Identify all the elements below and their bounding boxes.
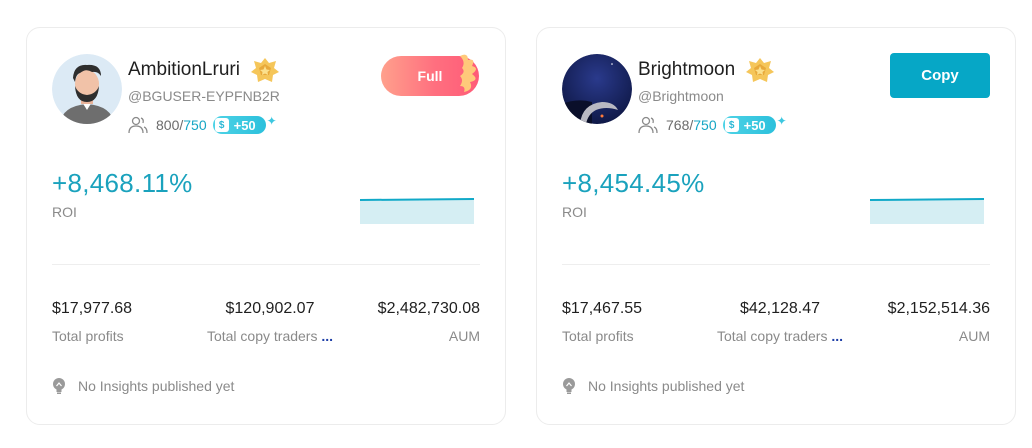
copy-button[interactable]: Copy [890, 53, 990, 98]
stat-aum: $2,482,730.08 AUM [377, 300, 480, 344]
trader-name[interactable]: Brightmoon [638, 59, 736, 80]
sparkle-icon: ✦ [776, 114, 787, 128]
insights-status: No Insights published yet [562, 378, 744, 394]
lightbulb-icon [53, 378, 65, 394]
divider [562, 264, 990, 265]
lightbulb-icon [563, 378, 575, 394]
roi-label: ROI [52, 204, 77, 220]
roi-sparkline [870, 198, 984, 224]
avatar[interactable] [562, 54, 632, 124]
roi-value: +8,468.11% [52, 168, 193, 198]
stat-total-copy-traders: $120,902.07 Total copy traders ... [206, 300, 334, 344]
people-icon [128, 116, 148, 134]
sparkle-icon: ✦ [266, 114, 277, 128]
stat-total-profits: $17,467.55 Total profits [562, 300, 643, 344]
stat-aum: $2,152,514.36 AUM [887, 300, 990, 344]
flame-decoration-icon [460, 54, 476, 92]
coin-icon: $ [724, 118, 739, 132]
people-icon [638, 116, 658, 134]
trader-handle: @Brightmoon [638, 88, 724, 104]
avatar[interactable] [52, 54, 122, 124]
roi-sparkline [360, 198, 474, 224]
stat-total-profits: $17,977.68 Total profits [52, 300, 133, 344]
gold-crown-badge-icon [250, 58, 279, 82]
stat-total-copy-traders: $42,128.47 Total copy traders ... [716, 300, 844, 344]
copier-count: 800/750 $ +50 ✦ [128, 114, 277, 134]
bonus-slots-badge: $ +50 [212, 116, 266, 134]
more-ellipsis[interactable]: ... [321, 328, 334, 344]
insights-status: No Insights published yet [52, 378, 234, 394]
trader-name[interactable]: AmbitionLruri [128, 59, 240, 80]
trader-handle: @BGUSER-EYPFNB2R [128, 88, 280, 104]
divider [52, 264, 480, 265]
trader-card[interactable]: Brightmoon @Brightmoon 768/750 $ +50 ✦ C… [536, 27, 1016, 425]
bonus-slots-badge: $ +50 [722, 116, 776, 134]
gold-crown-badge-icon [746, 58, 775, 82]
roi-value: +8,454.45% [562, 168, 705, 198]
coin-icon: $ [214, 118, 229, 132]
more-ellipsis[interactable]: ... [831, 328, 844, 344]
full-button[interactable]: Full [381, 56, 479, 96]
trader-card[interactable]: AmbitionLruri @BGUSER-EYPFNB2R 800/750 $… [26, 27, 506, 425]
roi-label: ROI [562, 204, 587, 220]
copier-count: 768/750 $ +50 ✦ [638, 114, 787, 134]
